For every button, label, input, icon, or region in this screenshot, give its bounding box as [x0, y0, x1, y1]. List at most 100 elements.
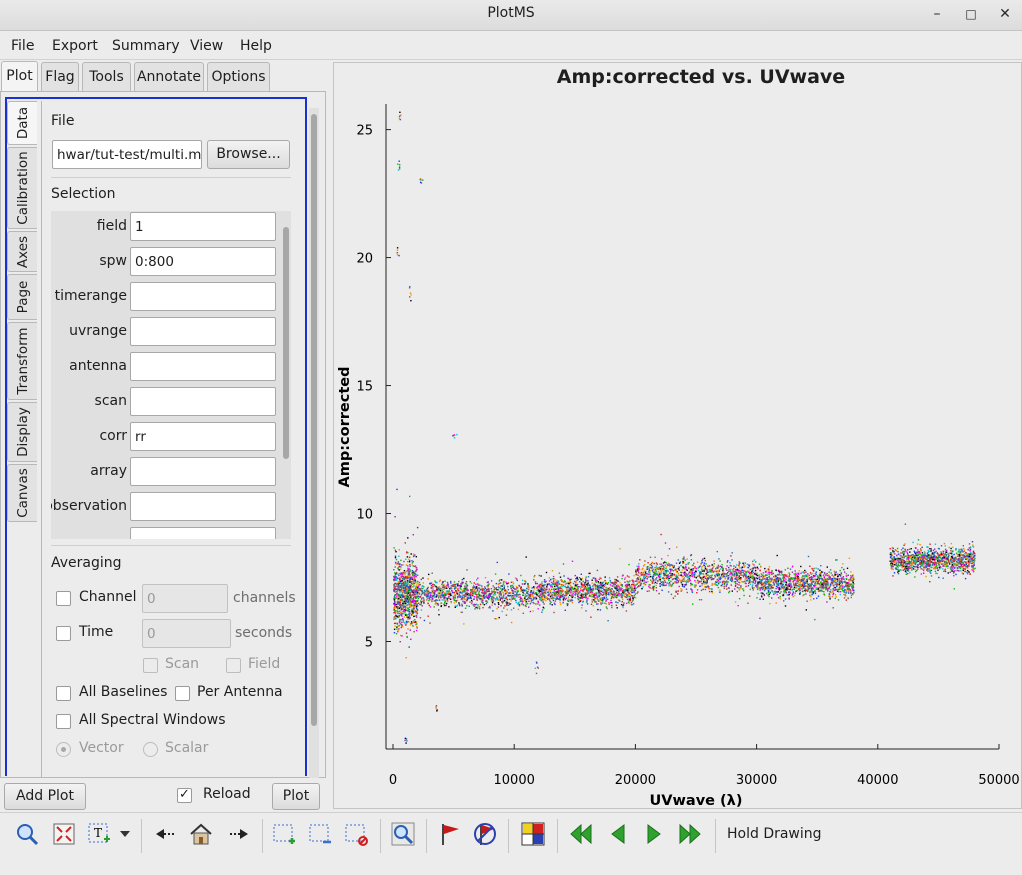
data-point: [422, 597, 424, 599]
data-point: [670, 576, 672, 579]
field-input[interactable]: 1: [130, 212, 276, 241]
uvrange-input[interactable]: [130, 317, 276, 346]
corr-input[interactable]: rr: [130, 422, 276, 451]
data-point: [628, 580, 630, 583]
all-spectral-windows-checkbox[interactable]: [56, 714, 71, 729]
spw-input[interactable]: 0:800: [130, 247, 276, 276]
plot-button[interactable]: Plot: [272, 783, 320, 810]
menu-file[interactable]: File: [11, 38, 35, 54]
tab-annotate[interactable]: Annotate: [134, 62, 204, 92]
data-point: [524, 593, 526, 596]
data-point: [616, 576, 619, 578]
data-point: [696, 575, 698, 578]
data-point: [735, 571, 737, 573]
minimize-button[interactable]: –: [933, 6, 941, 22]
data-point: [404, 590, 406, 593]
data-point: [831, 591, 833, 593]
data-point: [399, 572, 401, 575]
observation-input[interactable]: [130, 492, 276, 521]
data-point: [789, 579, 792, 581]
side-tab-display[interactable]: Display: [7, 402, 37, 462]
data-point: [540, 575, 542, 577]
data-point: [726, 569, 728, 571]
intent-input[interactable]: [130, 527, 276, 539]
data-point: [576, 579, 578, 582]
panel-scrollbar-thumb[interactable]: [311, 114, 317, 726]
tab-options[interactable]: Options: [207, 62, 270, 92]
data-point: [622, 590, 624, 592]
scan-input[interactable]: [130, 387, 276, 416]
array-input[interactable]: [130, 457, 276, 486]
data-point: [602, 600, 604, 602]
menu-export[interactable]: Export: [52, 38, 98, 54]
side-tab-canvas[interactable]: Canvas: [7, 464, 37, 522]
data-point: [401, 592, 403, 594]
file-path-input[interactable]: hwar/tut-test/multi.ms: [52, 140, 202, 169]
add-plot-button[interactable]: Add Plot: [4, 783, 86, 810]
data-point: [417, 597, 420, 600]
reload-checkbox[interactable]: ✓: [177, 788, 192, 803]
data-point: [569, 594, 571, 596]
data-point: [429, 583, 431, 585]
data-point: [527, 597, 529, 600]
browse-button[interactable]: Browse...: [207, 140, 290, 169]
data-point: [490, 597, 493, 600]
close-button[interactable]: ✕: [999, 6, 1011, 22]
selection-scrollbar-thumb[interactable]: [283, 227, 289, 459]
side-tab-calibration[interactable]: Calibration: [7, 147, 37, 229]
data-point: [838, 578, 841, 580]
side-tab-transform[interactable]: Transform: [7, 322, 37, 400]
data-point: [510, 594, 512, 597]
side-tab-page[interactable]: Page: [7, 274, 37, 320]
antenna-input[interactable]: [130, 352, 276, 381]
data-point: [649, 570, 651, 572]
time-checkbox[interactable]: [56, 626, 71, 641]
data-point: [810, 589, 813, 591]
menu-help[interactable]: Help: [240, 38, 272, 54]
data-point: [674, 582, 676, 584]
channel-average-input[interactable]: 0: [142, 584, 228, 613]
data-point: [722, 572, 725, 574]
data-point: [708, 565, 711, 567]
data-point: [539, 598, 541, 601]
data-point: [427, 595, 430, 597]
data-point: [826, 601, 828, 603]
menu-view[interactable]: View: [190, 38, 224, 54]
side-tab-data[interactable]: Data: [7, 101, 37, 145]
selection-scrollbar[interactable]: [281, 211, 291, 539]
data-point: [668, 577, 670, 580]
data-point: [431, 590, 434, 593]
data-point: [724, 578, 726, 580]
vector-radio[interactable]: [56, 742, 71, 757]
data-point: [481, 591, 483, 594]
data-point: [817, 595, 820, 597]
data-point: [830, 584, 832, 586]
field-average-checkbox[interactable]: [226, 658, 241, 673]
timerange-input[interactable]: [130, 282, 276, 311]
data-point: [399, 618, 401, 621]
data-point: [570, 585, 572, 588]
data-point: [683, 574, 686, 576]
data-point: [437, 586, 439, 589]
data-point: [501, 597, 503, 599]
data-point: [587, 580, 589, 582]
channel-checkbox[interactable]: [56, 591, 71, 606]
time-average-input[interactable]: 0: [142, 619, 231, 648]
all-baselines-checkbox[interactable]: [56, 686, 71, 701]
scalar-radio[interactable]: [143, 742, 158, 757]
tab-plot[interactable]: Plot: [1, 61, 38, 93]
tab-tools[interactable]: Tools: [82, 62, 131, 92]
data-point: [666, 563, 669, 566]
data-point: [553, 592, 555, 594]
plot-canvas[interactable]: [333, 62, 1022, 809]
tab-flag[interactable]: Flag: [41, 62, 79, 92]
data-point: [548, 588, 550, 590]
side-tab-axes[interactable]: Axes: [7, 231, 37, 272]
maximize-button[interactable]: □: [965, 7, 977, 21]
scan-average-checkbox[interactable]: [143, 658, 158, 673]
panel-scrollbar[interactable]: [309, 108, 319, 778]
data-point: [693, 562, 695, 565]
per-antenna-checkbox[interactable]: [175, 686, 190, 701]
menu-summary[interactable]: Summary: [112, 38, 180, 54]
